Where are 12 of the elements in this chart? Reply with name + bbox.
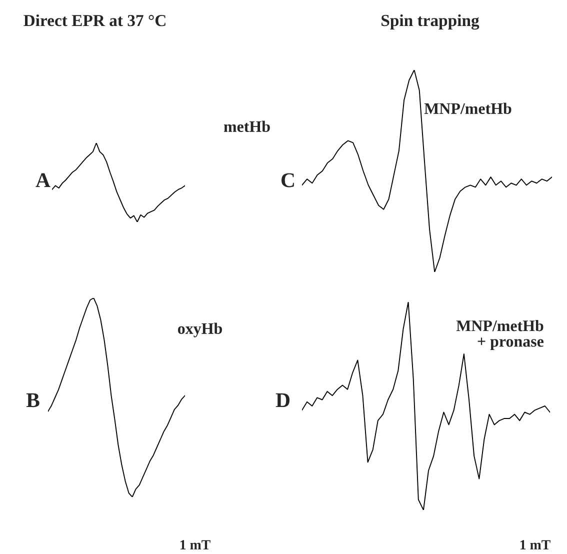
annotation: A — [36, 173, 50, 188]
chart-title: Direct EPR at 37 °C — [24, 14, 166, 26]
text: D — [276, 393, 290, 408]
text: metHb — [224, 120, 270, 132]
chart-title: Spin trapping — [382, 14, 480, 30]
annotation: MNP/metHb + pronase — [456, 320, 544, 350]
x-axis-title: 1 mT — [520, 540, 550, 550]
text: C — [281, 173, 294, 188]
annotation: MNP/metHb — [424, 102, 512, 114]
annotation: oxyHb — [178, 322, 222, 338]
text: B — [26, 393, 40, 408]
x-axis-title: 1 mT — [180, 540, 210, 550]
